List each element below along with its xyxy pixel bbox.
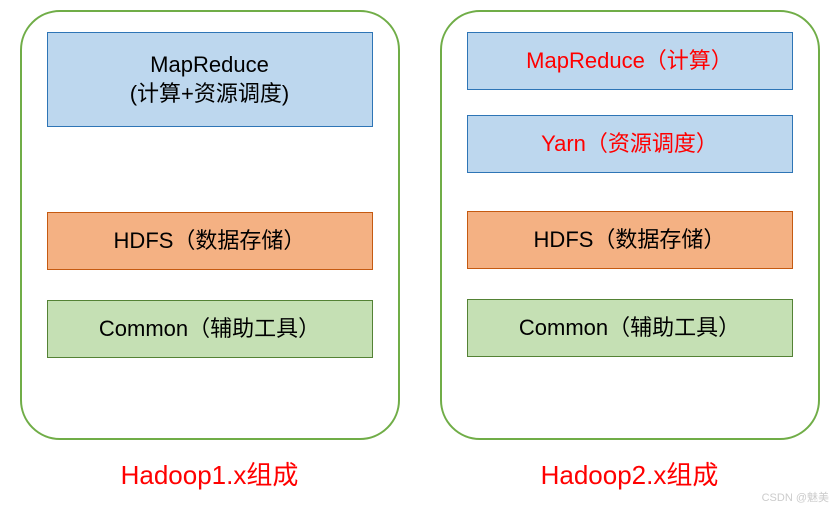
left-column: MapReduce (计算+资源调度) HDFS（数据存储） Common（辅助… [20,10,400,492]
mapreduce-v1-line2: (计算+资源调度) [130,80,290,109]
hadoop2-panel: MapReduce（计算） Yarn（资源调度） HDFS（数据存储） Comm… [440,10,820,440]
hadoop1-caption: Hadoop1.x组成 [121,455,299,492]
hdfs-box-v2: HDFS（数据存储） [467,211,793,269]
hadoop1-panel: MapReduce (计算+资源调度) HDFS（数据存储） Common（辅助… [20,10,400,440]
diagram-container: MapReduce (计算+资源调度) HDFS（数据存储） Common（辅助… [0,0,839,502]
hadoop2-caption: Hadoop2.x组成 [541,455,719,492]
common-box-v1: Common（辅助工具） [47,300,373,358]
mapreduce-box-v2: MapReduce（计算） [467,32,793,90]
yarn-box: Yarn（资源调度） [467,115,793,173]
right-column: MapReduce（计算） Yarn（资源调度） HDFS（数据存储） Comm… [440,10,820,492]
watermark-text: CSDN @魅美 [762,489,829,505]
mapreduce-box-v1: MapReduce (计算+资源调度) [47,32,373,127]
common-box-v2: Common（辅助工具） [467,299,793,357]
mapreduce-v1-line1: MapReduce [130,51,290,80]
hdfs-box-v1: HDFS（数据存储） [47,212,373,270]
